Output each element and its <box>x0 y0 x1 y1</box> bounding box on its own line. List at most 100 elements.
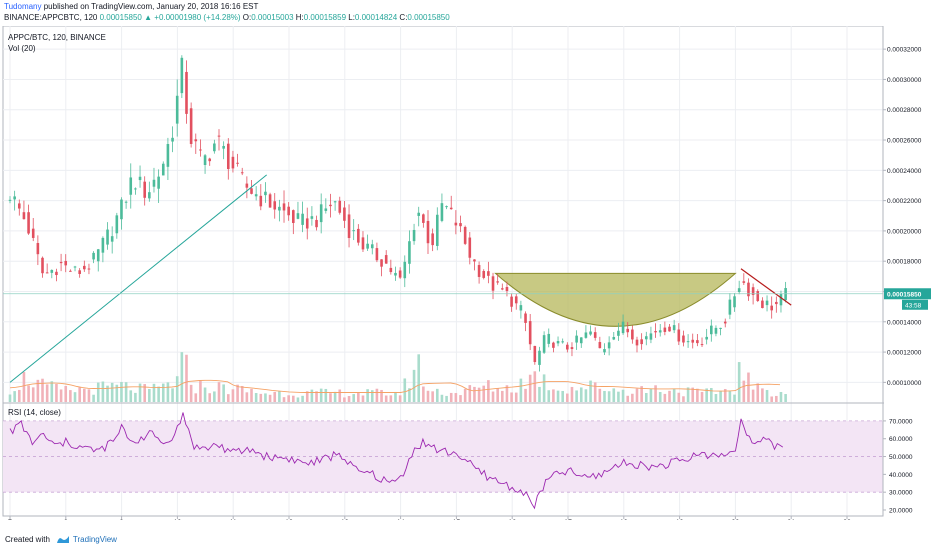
low-value: 0.00014824 <box>354 13 398 22</box>
countdown-badge <box>902 299 928 310</box>
candle-body <box>672 325 676 331</box>
tradingview-logo-icon <box>56 535 69 543</box>
volume-bar <box>626 395 630 402</box>
volume-bar <box>208 393 212 402</box>
price-tick-label: 0.00018000 <box>887 259 922 266</box>
tradingview-brand[interactable]: TradingView <box>56 535 117 544</box>
candle-body <box>631 329 634 340</box>
volume-bar <box>398 395 402 402</box>
volume-bar <box>305 391 309 402</box>
created-with-text: Created with <box>5 534 50 544</box>
candle-body <box>250 188 253 194</box>
candle-body <box>343 207 346 221</box>
rsi-line-group <box>9 412 784 510</box>
candle-body <box>138 176 142 181</box>
volume-bar <box>380 389 383 402</box>
close-value: 0.00015850 <box>407 13 450 22</box>
candle-body <box>375 248 379 261</box>
price-tick-label: 0.00014000 <box>887 319 922 326</box>
candle-body <box>431 233 434 246</box>
time-tick-label: 18 <box>620 520 628 521</box>
candle-body <box>208 158 212 162</box>
volume-bar <box>189 384 193 402</box>
candle-body <box>240 172 244 174</box>
candle-body <box>751 287 755 296</box>
candle-body <box>454 222 458 226</box>
candle-body <box>120 199 123 220</box>
time-tick-label: 9 <box>120 520 124 521</box>
volume-bar <box>240 385 244 402</box>
volume-bar <box>110 382 114 402</box>
candle-body <box>719 327 722 329</box>
candle-body <box>561 341 564 343</box>
author-link[interactable]: Tudomany <box>4 2 42 11</box>
candle-body <box>533 345 537 363</box>
volume-bar <box>686 387 690 402</box>
candle-body <box>408 241 411 264</box>
rsi-tick-label: 30.0000 <box>889 490 913 497</box>
volume-ma-line <box>9 379 781 393</box>
volume-bar <box>542 374 546 402</box>
candle-body <box>27 212 30 234</box>
candle-body <box>245 183 249 188</box>
volume-bar <box>593 382 597 402</box>
volume-bar <box>171 388 174 402</box>
candle-body <box>644 336 648 340</box>
volume-bar <box>672 388 676 402</box>
volume-bar <box>468 385 472 402</box>
volume-bar <box>668 390 671 402</box>
volume-bar <box>751 389 755 402</box>
volume-bar <box>129 390 133 402</box>
candle-body <box>538 350 541 365</box>
candle-body <box>677 329 681 342</box>
volume-bar <box>194 393 198 402</box>
candle-body <box>640 339 643 345</box>
candle-body <box>477 265 481 277</box>
candle-body <box>73 266 77 268</box>
candle-body <box>514 296 518 304</box>
price-tick-label: 0.00028000 <box>887 107 922 114</box>
candle-body <box>473 259 476 262</box>
chart-canvas[interactable]: 0.00032000 0.00030000 0.00028000 0.00026000… <box>0 26 932 520</box>
candle-body <box>129 177 133 195</box>
volume-bar <box>41 378 44 402</box>
volume-bar <box>700 391 704 402</box>
volume-bar <box>779 391 783 402</box>
candle-body <box>556 341 560 344</box>
time-tick-label: 8 <box>64 520 68 521</box>
volume-bar <box>728 391 732 402</box>
candle-body <box>422 214 425 223</box>
axes: 0.00032000 0.00030000 0.00028000 0.00026000… <box>3 26 932 520</box>
volume-bar <box>426 390 430 402</box>
volume-bar <box>231 389 235 402</box>
price-tick-label: 0.00024000 <box>887 168 922 175</box>
candle-body <box>547 333 551 344</box>
candle-body <box>222 145 225 149</box>
annotations-back <box>494 272 737 327</box>
candle-body <box>370 244 374 249</box>
candle-body <box>157 176 160 189</box>
volume-bar <box>412 369 416 402</box>
candle-body <box>31 228 35 238</box>
candle-body <box>17 203 21 209</box>
candle-body <box>41 257 44 274</box>
time-tick-label: 22 <box>843 520 851 521</box>
volume-bar <box>519 378 523 402</box>
symbol-legend: APPC/BTC, 120, BINANCE <box>8 33 106 42</box>
candle-body <box>528 321 532 345</box>
time-tick-label: 20 <box>732 520 740 521</box>
volume-bar <box>315 391 318 402</box>
candle-body <box>519 305 523 311</box>
volume-bar <box>83 388 86 402</box>
volume-bar <box>501 390 504 402</box>
candle-body <box>728 299 732 315</box>
current-price-label: 0.00015850 <box>887 291 922 298</box>
rising-trendline <box>9 174 267 383</box>
candle-body <box>733 296 736 308</box>
candle-body <box>22 212 26 220</box>
candle-body <box>338 200 342 213</box>
low-label: L: <box>348 13 355 22</box>
volume-bar <box>505 385 509 402</box>
candle-body <box>463 226 467 244</box>
volume-bar <box>161 383 165 402</box>
